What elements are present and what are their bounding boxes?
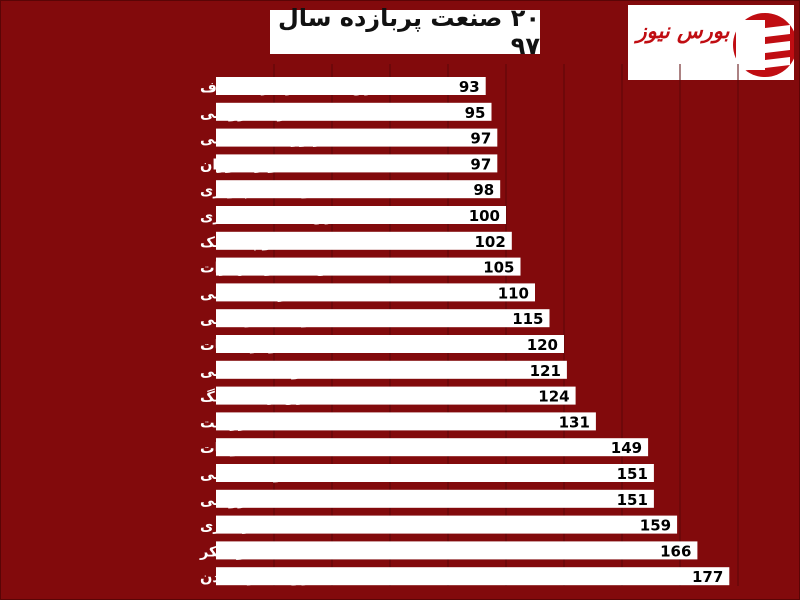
category-label: محصولات شیمیایی: [200, 364, 335, 380]
bar: [216, 128, 498, 147]
bar: [216, 102, 492, 121]
category-label: استخراج کانه های فلزی: [200, 209, 370, 225]
category-label: عمده فروشی: [200, 493, 298, 509]
category-label: هتل و رستوران: [200, 157, 311, 173]
category-label: اطلاعات و ارتباطات: [200, 338, 342, 354]
category-label: لاستیک و پلاستیک: [200, 235, 328, 251]
value-label: 131: [559, 413, 590, 431]
value-label: 98: [473, 181, 494, 199]
bar: [216, 464, 654, 482]
bar: [216, 567, 730, 586]
category-label: زراعت: [200, 415, 247, 431]
bars: [216, 77, 730, 586]
bar: [216, 257, 521, 276]
bar: [216, 438, 649, 457]
value-label: 151: [617, 465, 648, 483]
value-label: 93: [459, 78, 480, 96]
bar: [216, 77, 486, 95]
logo-text: بورس نیوز: [636, 19, 730, 43]
category-labels: استخراج نفت گاز جز اکتشاف خرده فروشی فرآور…: [199, 78, 410, 586]
bar: [216, 154, 498, 173]
category-label: منسوجات: [200, 441, 269, 457]
value-label: 149: [611, 439, 642, 457]
bar: [216, 309, 550, 328]
category-label: محصولات غذایی: [200, 467, 317, 483]
category-label: قند و شکر: [199, 544, 275, 560]
value-label: 97: [470, 155, 491, 173]
value-label: 120: [527, 336, 558, 354]
chart-title: ۲۰ صنعت پربازده سال ۹۷: [277, 4, 540, 60]
value-label: 102: [474, 233, 505, 251]
bar: [216, 386, 576, 405]
category-label: کانی غیر فلزی: [200, 519, 307, 535]
category-label: محصولات کامپیوتری: [200, 183, 345, 199]
value-label: 151: [617, 491, 648, 509]
bar: [216, 180, 501, 199]
bar: [216, 206, 506, 224]
value-label: 95: [465, 104, 486, 122]
chart-title-box: ۲۰ صنعت پربازده سال ۹۷: [270, 4, 540, 60]
bar: [216, 231, 512, 250]
category-label: استخراج سایر معادن: [200, 570, 347, 586]
category-label: وسایل ارتباطی: [200, 312, 311, 328]
category-label: فلزات اساسی: [200, 286, 303, 302]
value-label: 97: [470, 130, 491, 148]
bar: [216, 515, 678, 534]
category-label: فرآورده های نفتی: [200, 130, 332, 148]
category-label: خرده فروشی: [200, 106, 297, 122]
value-label: 159: [640, 517, 671, 535]
value-label: 166: [660, 542, 691, 560]
value-label: 110: [498, 284, 529, 302]
value-label: 177: [692, 568, 723, 586]
value-labels: 93 95 97 97 98 100 102 105 110 115 120 121 124 131 149…: [459, 78, 723, 586]
category-label: استخراج نفت گاز جز اکتشاف: [200, 78, 410, 96]
value-label: 115: [512, 310, 543, 328]
bar: [216, 335, 564, 353]
category-label: استخراج زغال سنگ: [200, 388, 341, 406]
logo: بورس نیوز: [628, 5, 794, 80]
logo-mark-icon: [733, 13, 794, 77]
bar: [216, 412, 596, 431]
bar: [216, 489, 654, 508]
category-label: ماشین آلات و تجهیزات: [200, 259, 362, 277]
bar: [216, 283, 535, 302]
value-label: 121: [530, 362, 561, 380]
bar: [216, 360, 567, 379]
value-label: 124: [538, 388, 569, 406]
value-label: 105: [483, 259, 514, 277]
value-label: 100: [469, 207, 500, 225]
bar: [216, 541, 698, 560]
